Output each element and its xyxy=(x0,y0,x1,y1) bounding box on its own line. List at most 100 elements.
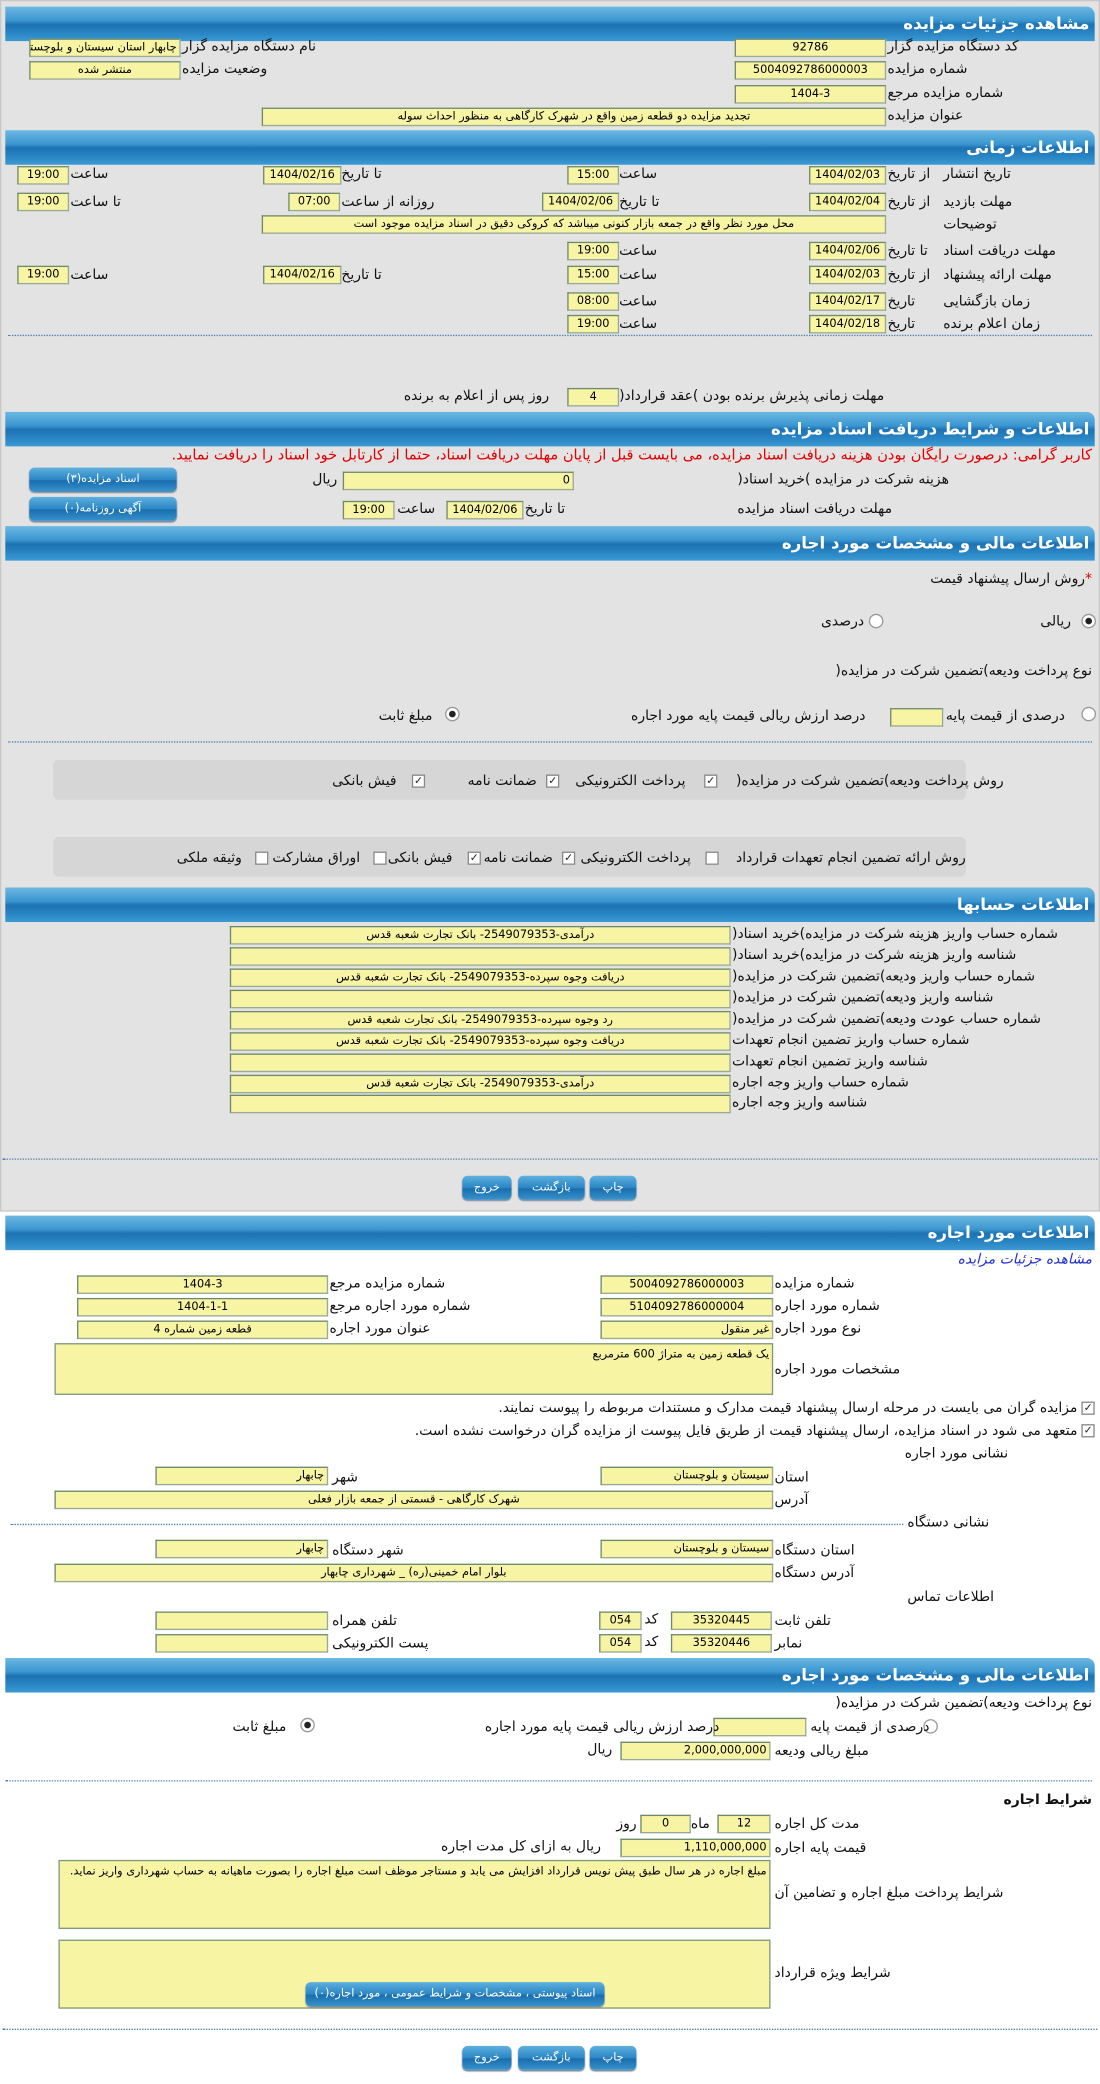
deposit-type-label: نوع پرداخت ودیعه)تضمین شرکت در مزایده( xyxy=(835,662,1093,679)
guarantee-methods-panel xyxy=(53,836,966,877)
payment-methods-label: روش پرداخت ودیعه)تضمین شرکت در مزایده( xyxy=(735,773,1004,790)
payment-terms-label: شرایط پرداخت مبلغ اجاره و تضامین آن xyxy=(774,1885,1004,1902)
required-asterisk: * xyxy=(1085,571,1093,588)
docs-to-field: 1404/02/06 xyxy=(809,241,887,261)
radio-fixed-amount[interactable] xyxy=(300,1717,315,1733)
item-title-label: عنوان مورد اجاره xyxy=(329,1320,431,1337)
checkbox-electronic[interactable] xyxy=(705,851,719,865)
checkbox-label: فیش بانکی xyxy=(332,773,397,790)
phone-field: 35320445 xyxy=(670,1611,772,1631)
item-number-field: 5104092786000004 xyxy=(600,1297,774,1317)
org-name-label: نام دستگاه مزایده گزار xyxy=(182,38,316,55)
deposit-amount-field: 2,000,000,000 xyxy=(620,1741,771,1761)
back-button[interactable]: بازگشت xyxy=(518,1175,585,1200)
from-date-label: از تاریخ xyxy=(887,166,931,183)
ref-number-field: 1404-3 xyxy=(734,85,887,104)
account-field: رد وجوه سپرده-2549079353- بانک تجارت شعب… xyxy=(229,1010,731,1030)
back-button[interactable]: بازگشت xyxy=(518,2045,585,2070)
divider xyxy=(7,741,1093,743)
radio-percent[interactable] xyxy=(868,613,884,629)
bid-method-label: *روش ارسال پیشنهاد قیمت xyxy=(930,570,1092,589)
payment-methods-panel xyxy=(53,759,966,800)
radio-rial-label: ریالی xyxy=(1040,613,1071,630)
exit-button[interactable]: خروج xyxy=(462,1175,512,1200)
fee-field: 0 xyxy=(342,471,574,491)
newspaper-ad-button[interactable]: آگهی روزنامه(۰) xyxy=(29,496,177,521)
account-label: شناسه واریز هزینه شرکت در مزایده)خرید اس… xyxy=(732,947,1017,964)
docs-deadline-label: مهلت دریافت اسناد xyxy=(943,243,1057,260)
to-date-label: تا تاریخ xyxy=(341,267,382,283)
exit-button[interactable]: خروج xyxy=(462,2045,512,2070)
org-city-field: چابهار xyxy=(155,1539,329,1559)
hour-label: ساعت xyxy=(70,267,109,283)
account-field: دریافت وجوه سپرده-2549079353- بانک تجارت… xyxy=(229,1032,731,1051)
auction-number-label: شماره مزایده xyxy=(887,61,968,78)
months-field: 12 xyxy=(717,1814,771,1834)
phone-code-field: 054 xyxy=(599,1611,642,1631)
radio-percent-base[interactable] xyxy=(923,1719,938,1734)
section-title: اطلاعات مورد اجاره xyxy=(927,1222,1090,1243)
radio-percent-base[interactable] xyxy=(1081,706,1097,722)
checkbox-guarantee[interactable]: ✓ xyxy=(546,774,560,788)
checkbox-bank-receipt[interactable]: ✓ xyxy=(411,774,426,788)
email-field xyxy=(155,1634,329,1653)
checkbox-attach-docs[interactable]: ✓ xyxy=(1081,1401,1095,1415)
item-address-title: نشانی مورد اجاره xyxy=(904,1445,1009,1462)
duration-label: مدت کل اجاره xyxy=(774,1816,860,1833)
rial-label: ریال xyxy=(587,1741,613,1758)
account-label: شناسه واریز تضمین انجام تعهدات xyxy=(732,1053,928,1070)
auction-docs-button[interactable]: اسناد مزایده(۳) xyxy=(29,467,177,492)
status-field: منتشر شده xyxy=(29,61,181,80)
ref-number-label: شماره مزایده مرجع xyxy=(887,85,1004,101)
radio-percent-base-label: درصدی از قیمت پایه xyxy=(810,1719,930,1736)
account-field: درآمدی-2549079353- بانک تجارت شعبه قدس xyxy=(229,1074,731,1094)
divider xyxy=(2,2028,1098,2030)
attachments-button[interactable]: اسناد پیوستی ، مشخصات و شرایط عمومی ، مو… xyxy=(305,1982,605,2007)
offer-from-time-field: 15:00 xyxy=(567,265,620,285)
description-label: توضیحات xyxy=(943,216,997,233)
divider xyxy=(5,1780,1093,1782)
print-button[interactable]: چاپ xyxy=(589,2045,637,2070)
date-label: تاریخ xyxy=(887,316,916,333)
bid-method-text: روش ارسال پیشنهاد قیمت xyxy=(930,571,1086,588)
section-header-accounts: اطلاعات حسابها xyxy=(5,887,1095,922)
checkbox-bank-receipt[interactable]: ✓ xyxy=(467,851,481,865)
publish-from-time-field: 15:00 xyxy=(567,166,620,185)
item-ref-field: 1404-1-1 xyxy=(77,1297,329,1317)
base-price-field: 1,110,000,000 xyxy=(620,1838,771,1858)
radio-percent-label: درصدی xyxy=(821,613,865,630)
radio-rial[interactable] xyxy=(1081,613,1097,629)
checkbox-label: فیش بانکی xyxy=(387,850,453,867)
winner-date-field: 1404/02/18 xyxy=(809,314,887,334)
to-date-label: تا تاریخ xyxy=(887,243,928,260)
opening-label: زمان بازگشایی xyxy=(943,293,1031,310)
checkbox-bonds[interactable] xyxy=(373,851,387,865)
offer-deadline-label: مهلت ارائه پیشنهاد xyxy=(943,267,1052,283)
divider xyxy=(7,334,1093,337)
radio-fixed-label: مبلغ ثابت xyxy=(232,1719,287,1736)
lease-terms-title: شرایط اجاره xyxy=(1003,1792,1093,1809)
item-title-field: قطعه زمین شماره 4 xyxy=(77,1320,329,1340)
divider xyxy=(10,1523,904,1526)
address-label: آدرس xyxy=(774,1491,809,1508)
city-field: چابهار xyxy=(155,1466,329,1486)
radio-fixed-amount[interactable] xyxy=(445,706,460,722)
checkbox-property[interactable] xyxy=(255,851,269,865)
accept-days-field: 4 xyxy=(567,387,620,407)
hour-label: ساعت xyxy=(619,316,658,333)
fax-field: 35320446 xyxy=(670,1634,772,1653)
checkbox-no-attachment[interactable]: ✓ xyxy=(1081,1424,1095,1438)
checkbox-electronic[interactable]: ✓ xyxy=(704,774,718,788)
hour-label: ساعت xyxy=(619,166,658,183)
offer-from-field: 1404/02/03 xyxy=(809,265,887,285)
hour-label: ساعت xyxy=(70,166,109,183)
auction-details-link[interactable]: مشاهده جزئیات مزایده xyxy=(957,1251,1093,1268)
checkbox-guarantee[interactable]: ✓ xyxy=(561,851,576,865)
org-address-label: آدرس دستگاه xyxy=(774,1564,855,1581)
from-date-label: از تاریخ xyxy=(887,267,931,283)
hour-label: ساعت xyxy=(619,267,658,283)
to-hour-label: تا ساعت xyxy=(70,193,121,210)
item-number-label: شماره مورد اجاره xyxy=(774,1297,880,1314)
print-button[interactable]: چاپ xyxy=(589,1175,637,1200)
radio-fixed-label: مبلغ ثابت xyxy=(378,708,433,725)
